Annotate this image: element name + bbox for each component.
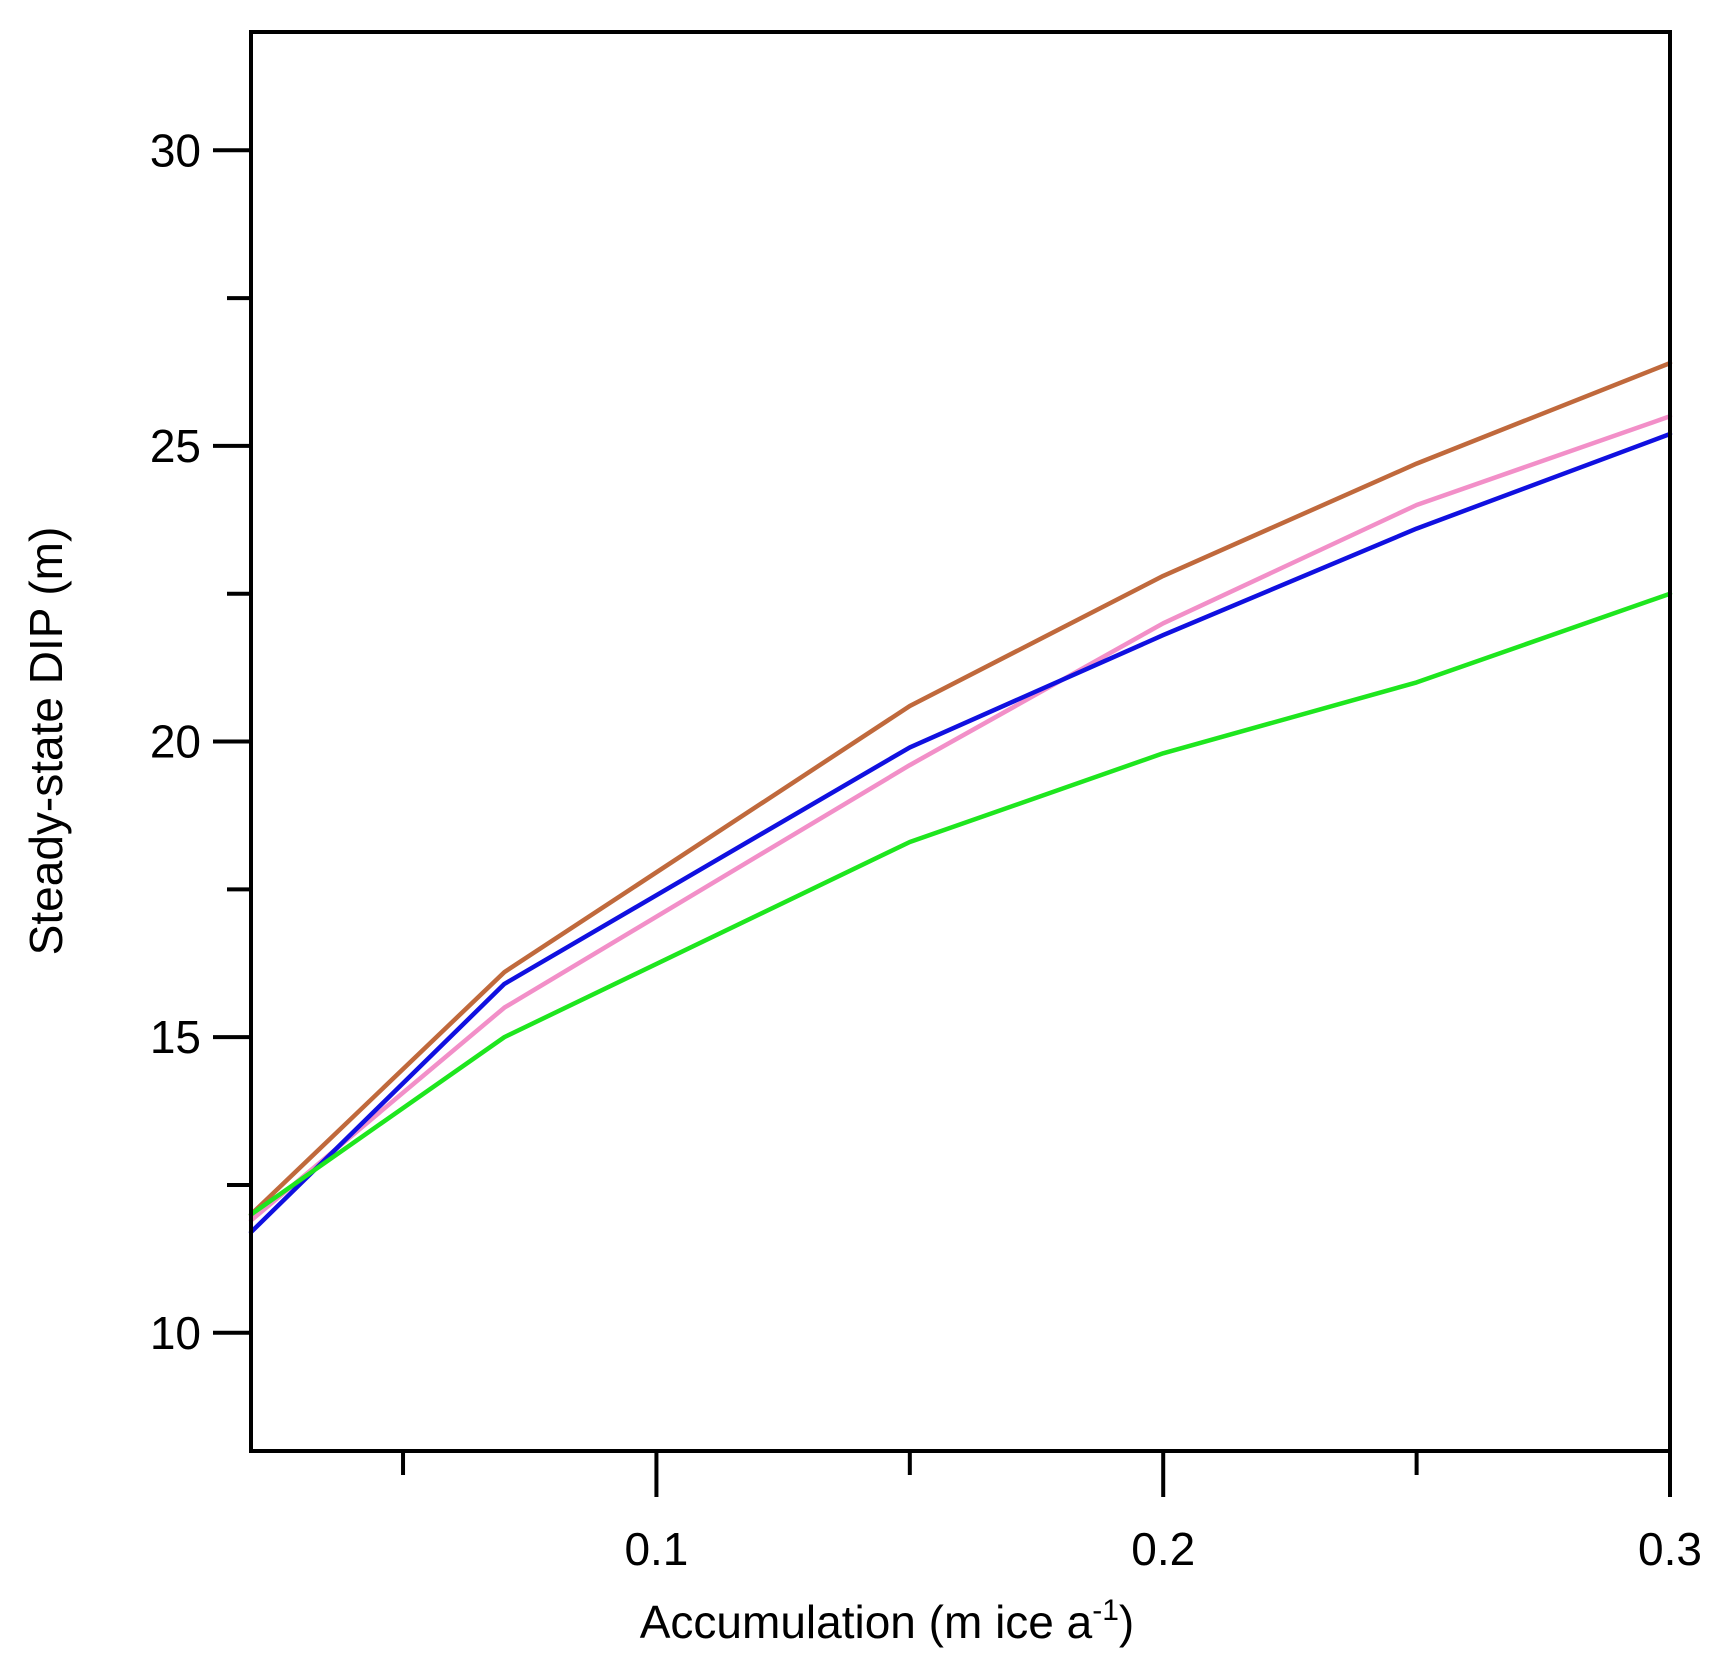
x-tick-label: 0.1: [624, 1523, 688, 1575]
series-line-brown: [248, 360, 1673, 1217]
y-tick-label: 25: [150, 420, 201, 472]
series-layer: [248, 360, 1673, 1235]
y-tick-label: 15: [150, 1011, 201, 1063]
y-tick-label: 20: [150, 716, 201, 768]
plot-frame: [249, 30, 1672, 1453]
y-axis-title: Steady-state DIP (m): [20, 527, 72, 956]
series-line-pink: [248, 414, 1673, 1223]
tick-labels-layer: 10 15 20 25 30 0.1 0.2 0.3: [150, 124, 1702, 1575]
series-line-green: [248, 591, 1673, 1217]
x-tick-label: 0.3: [1638, 1523, 1702, 1575]
series-line-blue: [248, 431, 1673, 1235]
x-axis-title-superscript: -1: [1092, 1594, 1119, 1627]
y-tick-label: 30: [150, 124, 201, 176]
x-axis-title-tail: ): [1119, 1596, 1134, 1648]
ticks-layer: [213, 148, 1672, 1497]
x-axis-title: Accumulation (m ice a-1): [640, 1594, 1135, 1648]
x-tick-label: 0.2: [1131, 1523, 1195, 1575]
x-axis-title-main: Accumulation (m ice a: [640, 1596, 1093, 1648]
y-tick-label: 10: [150, 1307, 201, 1359]
